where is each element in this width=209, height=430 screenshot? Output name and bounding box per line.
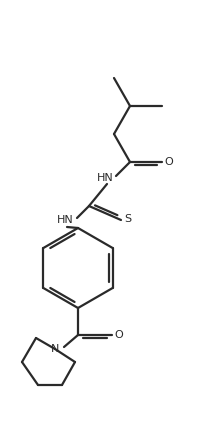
Text: O: O [165, 157, 173, 167]
Text: HN: HN [97, 173, 113, 183]
Text: HN: HN [57, 215, 73, 225]
Text: O: O [115, 330, 123, 340]
Text: N: N [51, 344, 59, 354]
Text: S: S [124, 214, 131, 224]
